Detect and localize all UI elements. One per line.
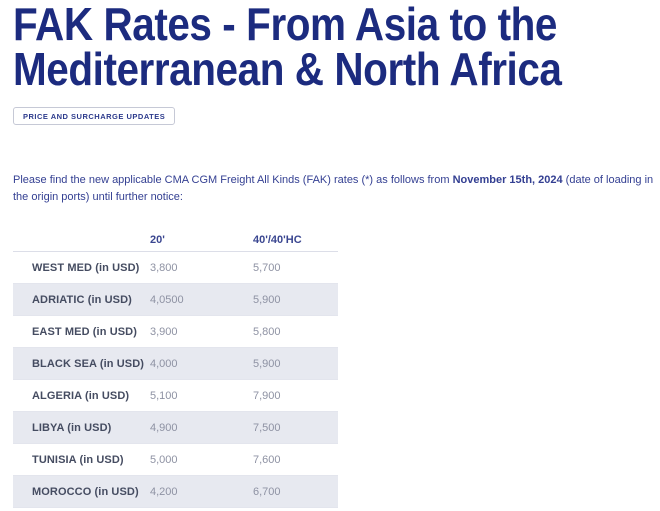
row-label: BLACK SEA (in USD) [32,357,144,370]
rate-20ft: 4,0500 [150,293,184,306]
rate-40ft: 7,900 [253,389,281,402]
effective-date: November 15th, 2024 [452,174,563,186]
row-label: ADRIATIC (in USD) [32,293,132,306]
table-row: ALGERIA (in USD) 5,100 7,900 [13,380,338,412]
price-surcharge-updates-badge[interactable]: PRICE AND SURCHARGE UPDATES [13,107,176,125]
rate-40ft: 7,600 [253,453,281,466]
rate-20ft: 4,000 [150,357,178,370]
fak-rates-table: 20' 40'/40'HC WEST MED (in USD) 3,800 5,… [13,229,338,508]
rate-20ft: 3,900 [150,325,178,338]
header-40ft-column: 40'/40'HC [253,234,302,246]
table-body: WEST MED (in USD) 3,800 5,700 ADRIATIC (… [13,252,338,508]
rate-40ft: 7,500 [253,421,281,434]
table-row: BLACK SEA (in USD) 4,000 5,900 [13,348,338,380]
table-row: MOROCCO (in USD) 4,200 6,700 [13,476,338,508]
rate-20ft: 5,100 [150,389,178,402]
table-row: EAST MED (in USD) 3,900 5,800 [13,316,338,348]
header-20ft-column: 20' [150,234,165,246]
rate-20ft: 5,000 [150,453,178,466]
row-label: LIBYA (in USD) [32,421,112,434]
intro-text-start: Please find the new applicable CMA CGM F… [13,174,453,186]
rate-40ft: 6,700 [253,485,281,498]
intro-paragraph: Please find the new applicable CMA CGM F… [13,172,658,206]
table-row: TUNISIA (in USD) 5,000 7,600 [13,444,338,476]
row-label: TUNISIA (in USD) [32,453,124,466]
table-header-row: 20' 40'/40'HC [13,229,338,252]
rate-40ft: 5,700 [253,261,281,274]
row-label: ALGERIA (in USD) [32,389,130,402]
rate-20ft: 3,800 [150,261,178,274]
rate-20ft: 4,200 [150,485,178,498]
table-row: WEST MED (in USD) 3,800 5,700 [13,252,338,284]
rate-40ft: 5,900 [253,293,281,306]
row-label: MOROCCO (in USD) [32,485,139,498]
rate-20ft: 4,900 [150,421,178,434]
rate-40ft: 5,800 [253,325,281,338]
intro-text-end: (date of loading in the origin ports) un… [13,174,654,203]
page-title: FAK Rates - From Asia to the Mediterrane… [13,0,562,95]
row-label: WEST MED (in USD) [32,261,140,274]
rate-40ft: 5,900 [253,357,281,370]
row-label: EAST MED (in USD) [32,325,137,338]
table-row: LIBYA (in USD) 4,900 7,500 [13,412,338,444]
table-row: ADRIATIC (in USD) 4,0500 5,900 [13,284,338,316]
